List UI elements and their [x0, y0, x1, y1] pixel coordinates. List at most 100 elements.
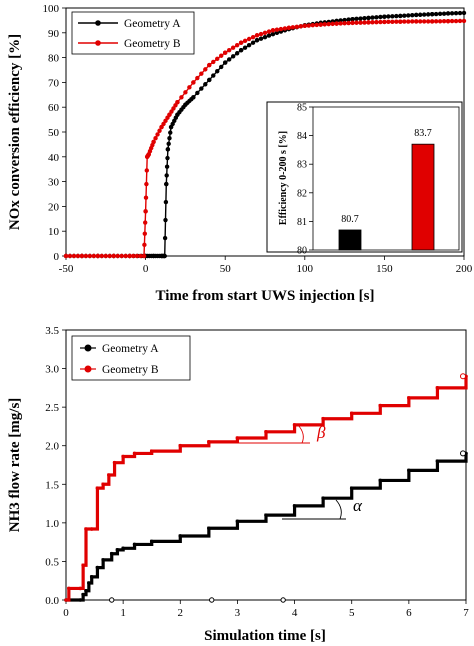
nox-point-geometry-a — [425, 12, 431, 17]
nox-point-geometry-a — [163, 199, 169, 205]
nox-point-geometry-b — [219, 53, 224, 58]
nox-point-geometry-a — [199, 86, 204, 91]
nox-point-geometry-b — [107, 253, 112, 259]
nox-point-geometry-b — [318, 22, 323, 27]
nox-point-geometry-a — [449, 11, 455, 16]
nox-point-geometry-a — [168, 130, 173, 135]
nox-point-geometry-a — [167, 136, 172, 141]
nox-point-geometry-b — [111, 253, 116, 259]
nh3-point-geometry-a — [435, 459, 440, 463]
nox-point-geometry-b — [199, 71, 204, 76]
nox-point-geometry-b — [119, 253, 124, 259]
nox-point-geometry-b — [422, 19, 427, 24]
nox-series — [63, 10, 467, 259]
nh3-point-geometry-a — [209, 597, 215, 603]
inset-y-tick-label: 83 — [297, 160, 307, 171]
nh3-point-geometry-a — [132, 542, 137, 547]
nh3-point-geometry-a — [84, 588, 88, 593]
nh3-point-geometry-b — [435, 386, 440, 390]
nox-point-geometry-b — [195, 75, 200, 81]
nox-point-geometry-b — [370, 20, 375, 25]
inset-bar-value-label: 83.7 — [414, 128, 432, 139]
nox-point-geometry-b — [146, 152, 151, 157]
nox-legend: Geometry A Geometry B — [71, 11, 195, 55]
nox-point-geometry-a — [162, 253, 167, 259]
nh3-point-geometry-b — [121, 454, 125, 459]
beta-label: β — [316, 423, 326, 442]
nox-point-geometry-b — [142, 231, 148, 236]
nox-point-geometry-b — [230, 45, 236, 50]
nox-point-geometry-b — [346, 20, 351, 26]
nox-point-geometry-b — [63, 253, 69, 259]
inset-axis-ticks: 80 81 82 83 84 85 — [297, 103, 313, 257]
nh3-point-geometry-a — [321, 496, 325, 500]
nox-point-geometry-a — [266, 33, 272, 38]
nox-point-geometry-b — [151, 139, 156, 145]
legend-marker-geometry-a — [95, 20, 101, 26]
nox-point-geometry-b — [258, 31, 264, 37]
nox-point-geometry-b — [167, 112, 172, 117]
nox-point-geometry-b — [266, 29, 272, 34]
nox-y-tick-label: 40 — [48, 152, 60, 164]
nox-y-tick-label: 0 — [54, 251, 60, 263]
nh3-point-geometry-b — [107, 473, 111, 477]
nh3-point-geometry-b — [407, 396, 411, 400]
nox-point-geometry-b — [187, 85, 192, 90]
nox-point-geometry-a — [215, 69, 220, 74]
nh3-point-geometry-a — [207, 526, 211, 531]
nox-y-tick-label: 100 — [43, 3, 60, 15]
nox-point-geometry-b — [246, 36, 252, 42]
nh3-point-geometry-a — [407, 468, 411, 473]
nh3-point-geometry-b — [67, 586, 71, 591]
nox-point-geometry-b — [306, 23, 311, 28]
nox-y-tick-label: 80 — [48, 53, 60, 65]
nox-y-tick-label: 30 — [48, 177, 60, 189]
nox-point-geometry-b — [95, 253, 101, 259]
nox-point-geometry-a — [211, 73, 216, 78]
nox-point-geometry-a — [346, 17, 351, 22]
nox-point-geometry-a — [234, 51, 240, 56]
nox-point-geometry-b — [153, 136, 158, 141]
nox-y-tick-label: 90 — [48, 28, 60, 40]
nox-point-geometry-a — [382, 14, 387, 19]
nox-point-geometry-a — [402, 13, 407, 18]
nox-point-geometry-a — [219, 64, 224, 70]
legend2-marker-geometry-b — [84, 365, 92, 373]
nox-point-geometry-a — [195, 90, 200, 96]
nox-point-geometry-a — [362, 16, 367, 21]
inset-y-tick-label: 85 — [297, 103, 307, 114]
nh3-point-geometry-a — [109, 551, 114, 556]
nh3-point-geometry-b — [64, 598, 68, 602]
nh3-axis-ticks: 0 1 2 3 4 5 6 7 0.0 0.5 1.0 1.5 2.0 2.5 3.0 3.5 — [45, 325, 469, 619]
nox-point-geometry-b — [386, 19, 391, 25]
nh3-point-geometry-a — [292, 504, 297, 508]
nh3-point-geometry-a — [95, 565, 100, 570]
nox-point-geometry-a — [358, 16, 363, 21]
nox-point-geometry-a — [166, 141, 171, 146]
nox-point-geometry-b — [211, 59, 216, 65]
nh3-y-tick-label: 1.0 — [45, 518, 59, 530]
nox-point-geometry-a — [354, 16, 359, 22]
nox-point-geometry-b — [402, 19, 407, 24]
nox-point-geometry-b — [310, 23, 315, 28]
nox-point-geometry-b — [330, 21, 335, 27]
nh3-series — [64, 373, 468, 603]
nh3-point-geometry-b — [95, 486, 100, 490]
nox-x-tick-label: 50 — [220, 263, 232, 275]
legend-label-geometry-a: Geometry A — [124, 18, 181, 30]
nox-point-geometry-b — [127, 253, 132, 259]
nox-point-geometry-b — [274, 27, 280, 32]
nh3-legend-box — [71, 335, 191, 381]
nox-point-geometry-a — [394, 13, 399, 19]
nox-point-geometry-a — [437, 11, 443, 17]
nox-x-tick-label: 150 — [376, 263, 393, 275]
nox-point-geometry-a — [246, 43, 252, 48]
nh3-point-geometry-b — [78, 586, 83, 591]
nox-x-axis-label: Time from start UWS injection [s] — [156, 288, 375, 304]
nox-point-geometry-a — [254, 38, 260, 43]
nox-point-geometry-a — [461, 10, 467, 16]
nox-point-geometry-b — [342, 21, 347, 26]
legend2-label-geometry-b: Geometry B — [102, 364, 159, 376]
nox-point-geometry-a — [370, 15, 375, 20]
nox-point-geometry-b — [143, 220, 148, 225]
